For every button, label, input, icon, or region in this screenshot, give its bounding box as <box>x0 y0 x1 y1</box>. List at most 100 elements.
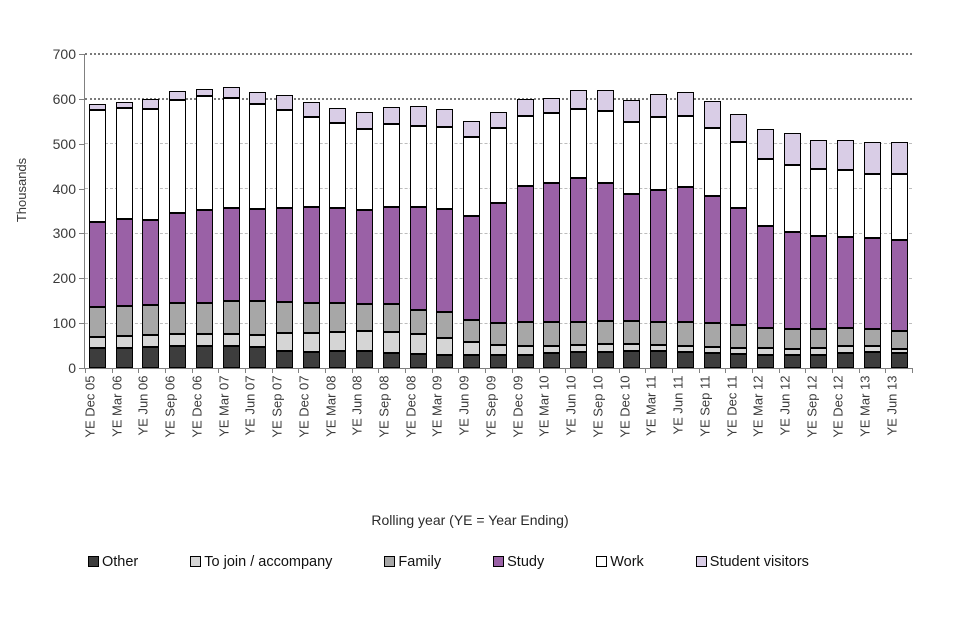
x-axis-tick <box>85 369 86 373</box>
x-tick-label: YE Jun 06 <box>135 375 151 436</box>
x-tick-label: YE Sep 07 <box>269 375 285 438</box>
x-tick-label: YE Sep 06 <box>162 375 178 438</box>
bar-segment <box>436 109 454 127</box>
bar-segment <box>863 352 881 368</box>
bar-segment <box>783 133 801 165</box>
x-tick-label: YE Dec 06 <box>189 375 205 438</box>
bar-segment <box>382 106 400 124</box>
x-tick-label: YE Dec 10 <box>617 375 633 438</box>
x-tick-label: YE Mar 09 <box>429 375 445 437</box>
bar-segment <box>756 355 774 368</box>
bar-segment <box>382 332 400 353</box>
legend-swatch <box>596 556 608 567</box>
stacked-bar <box>195 88 213 368</box>
legend-item: Study <box>493 553 544 571</box>
bar-segment <box>756 225 774 328</box>
bar-segment <box>516 99 534 116</box>
bar-segment <box>222 345 240 368</box>
bar-segment <box>169 213 187 304</box>
legend-swatch <box>493 556 505 567</box>
bar-segment <box>516 345 534 355</box>
bar-segment <box>650 117 668 190</box>
bar-segment <box>863 142 881 174</box>
bar-segment <box>596 89 614 111</box>
bar-segment <box>516 115 534 186</box>
bar-segment <box>436 354 454 368</box>
x-axis-tick <box>565 369 567 373</box>
x-tick-label: YE Mar 06 <box>109 375 125 437</box>
stacked-bar <box>810 140 828 368</box>
bar-segment <box>142 220 160 306</box>
stacked-bar <box>115 101 133 368</box>
x-axis-tick <box>885 369 887 373</box>
bar-segment <box>756 348 774 355</box>
bar-segment <box>650 189 668 322</box>
x-axis-tick <box>858 369 860 373</box>
x-tick-label: YE Sep 11 <box>697 375 713 437</box>
x-axis-tick <box>191 369 193 373</box>
bar-segment <box>382 352 400 368</box>
bar-segment <box>890 330 908 350</box>
bar-segment <box>142 109 160 221</box>
y-tick-label: 400 <box>52 180 76 197</box>
stacked-bar <box>222 87 240 368</box>
legend-swatch <box>695 556 707 567</box>
bar-segment <box>463 137 481 216</box>
bar-segment <box>676 187 694 322</box>
bar-segment <box>837 328 855 347</box>
bar-segment <box>730 207 748 325</box>
bar-segment <box>890 142 908 175</box>
bar-segment <box>623 194 641 321</box>
legend-item: Student visitors <box>695 553 809 571</box>
y-axis-tick <box>79 188 84 190</box>
stacked-bar <box>703 100 721 368</box>
bar-segment <box>115 347 133 368</box>
bar-segment <box>890 349 908 354</box>
x-tick-label: YE Dec 09 <box>510 375 526 438</box>
x-axis-tick <box>218 369 220 373</box>
x-axis-tick <box>138 369 140 373</box>
bar-segment <box>863 237 881 330</box>
bar-segment <box>703 100 721 128</box>
stacked-bar <box>837 140 855 368</box>
bar-segment <box>730 324 748 348</box>
y-axis-tick <box>79 54 84 55</box>
bar-segment <box>810 348 828 355</box>
x-axis-tick <box>405 369 407 373</box>
bar-segment <box>222 301 240 334</box>
bar-segment <box>276 207 294 303</box>
bar-segment <box>276 302 294 334</box>
y-tick-label: 600 <box>52 90 76 107</box>
bar-segment <box>596 183 614 321</box>
bar-segment <box>329 207 347 303</box>
legend-label: Work <box>610 554 644 570</box>
stacked-bar <box>516 99 534 368</box>
bar-segment <box>596 110 614 184</box>
x-tick-label: YE Mar 13 <box>857 375 873 437</box>
x-axis-tick <box>111 369 113 373</box>
bar-segment <box>142 347 160 368</box>
bar-segment <box>730 142 748 208</box>
x-tick-label: YE Sep 09 <box>483 375 499 438</box>
bar-segment <box>676 91 694 116</box>
x-tick-label: YE Dec 07 <box>296 375 312 438</box>
bar-segment <box>249 334 267 348</box>
bar-segment <box>249 301 267 335</box>
bar-segment <box>543 345 561 354</box>
x-tick-label: YE Mar 08 <box>323 375 339 437</box>
bar-segment <box>650 345 668 351</box>
bar-segment <box>382 304 400 333</box>
legend-item: Work <box>596 553 644 571</box>
bar-segment <box>142 334 160 348</box>
bar-segment <box>810 355 828 368</box>
bar-segment <box>756 159 774 226</box>
bar-segment <box>783 231 801 329</box>
bar-segment <box>142 305 160 335</box>
bar-segment <box>115 107 133 220</box>
bar-segment <box>489 355 507 368</box>
bar-segment <box>623 100 641 122</box>
bar-segment <box>222 208 240 302</box>
bar-segment <box>409 354 427 368</box>
bar-segment <box>169 100 187 214</box>
